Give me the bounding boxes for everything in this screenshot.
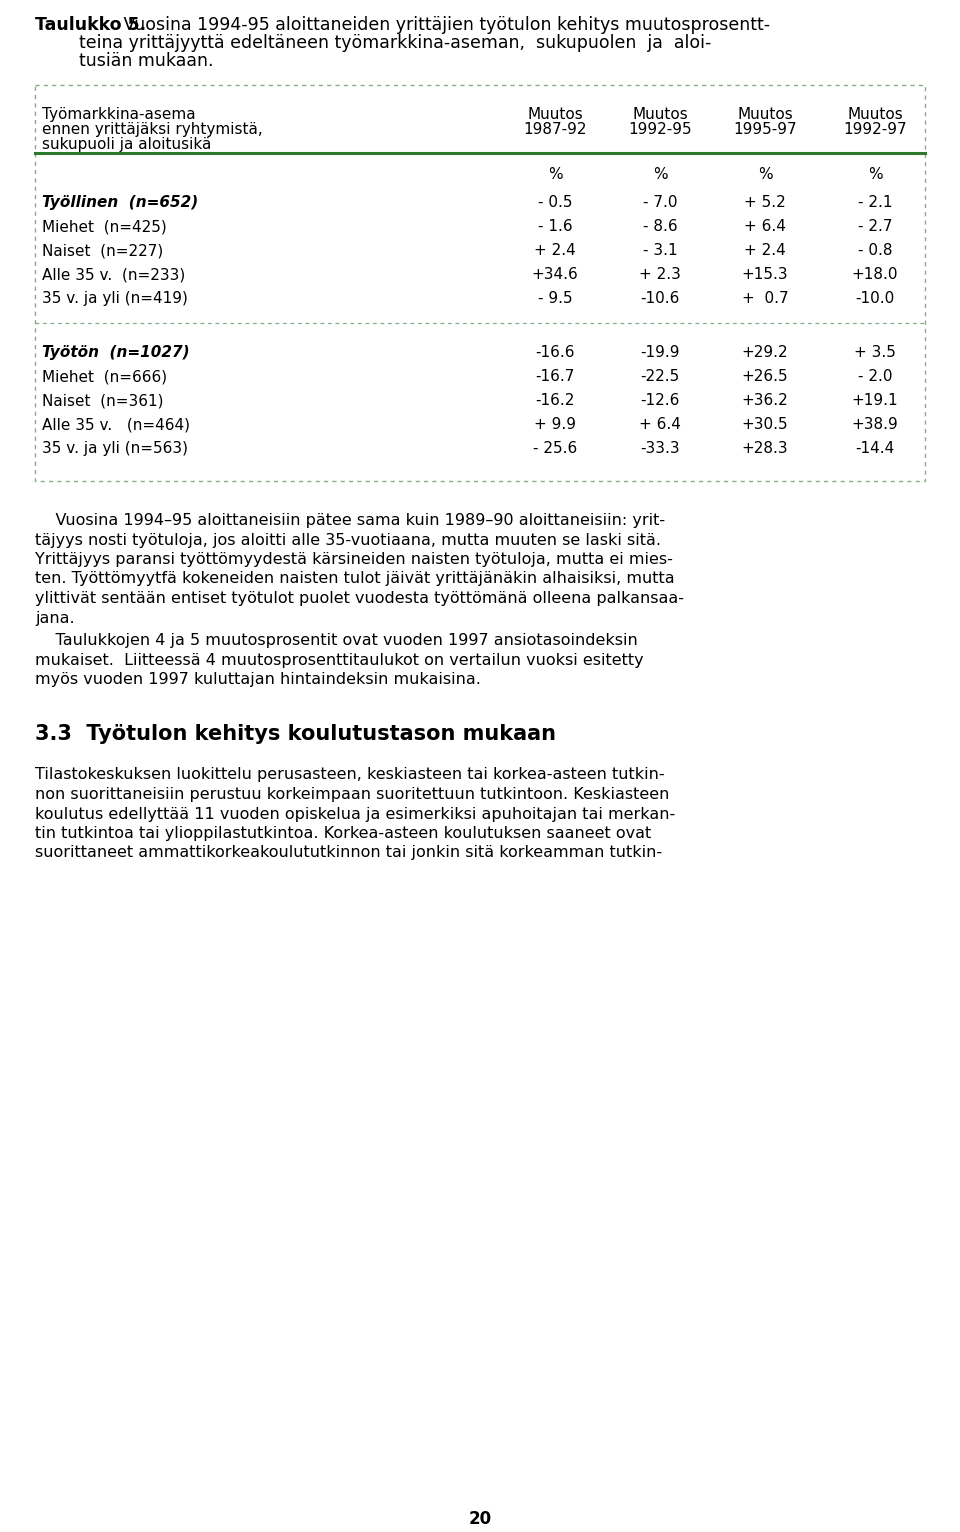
Text: - 7.0: - 7.0	[643, 195, 677, 210]
Text: + 9.9: + 9.9	[534, 417, 576, 432]
Text: Muutos: Muutos	[737, 107, 793, 123]
Text: Muutos: Muutos	[527, 107, 583, 123]
Text: jana.: jana.	[35, 610, 75, 625]
Text: Miehet  (n=666): Miehet (n=666)	[42, 369, 167, 385]
Text: 1987-92: 1987-92	[523, 123, 587, 136]
Text: +38.9: +38.9	[852, 417, 899, 432]
Text: Naiset  (n=361): Naiset (n=361)	[42, 394, 163, 408]
Text: tusiän mukaan.: tusiän mukaan.	[35, 52, 213, 70]
Text: sukupuoli ja aloitusikä: sukupuoli ja aloitusikä	[42, 136, 211, 152]
Text: Taulukkojen 4 ja 5 muutosprosentit ovat vuoden 1997 ansiotasoindeksin: Taulukkojen 4 ja 5 muutosprosentit ovat …	[35, 633, 637, 648]
Text: +19.1: +19.1	[852, 394, 899, 408]
Text: -16.2: -16.2	[536, 394, 575, 408]
Text: +29.2: +29.2	[742, 345, 788, 360]
Text: + 6.4: + 6.4	[639, 417, 681, 432]
Text: ennen yrittäjäksi ryhtymistä,: ennen yrittäjäksi ryhtymistä,	[42, 123, 263, 136]
Text: -12.6: -12.6	[640, 394, 680, 408]
Text: Yrittäjyys paransi työttömyydestä kärsineiden naisten työtuloja, mutta ei mies-: Yrittäjyys paransi työttömyydestä kärsin…	[35, 552, 673, 567]
Text: -19.9: -19.9	[640, 345, 680, 360]
Text: Muutos: Muutos	[847, 107, 902, 123]
Text: Tilastokeskuksen luokittelu perusasteen, keskiasteen tai korkea-asteen tutkin-: Tilastokeskuksen luokittelu perusasteen,…	[35, 768, 664, 783]
Text: 35 v. ja yli (n=419): 35 v. ja yli (n=419)	[42, 291, 188, 306]
Text: Vuosina 1994–95 aloittaneisiin pätee sama kuin 1989–90 aloittaneisiin: yrit-: Vuosina 1994–95 aloittaneisiin pätee sam…	[35, 513, 665, 529]
Text: 1992-95: 1992-95	[628, 123, 692, 136]
Text: +  0.7: + 0.7	[742, 291, 788, 306]
Text: -16.7: -16.7	[536, 369, 575, 385]
Text: -10.0: -10.0	[855, 291, 895, 306]
Text: Vuosina 1994-95 aloittaneiden yrittäjien työtulon kehitys muutosprosentt-: Vuosina 1994-95 aloittaneiden yrittäjien…	[118, 15, 770, 34]
Text: - 2.1: - 2.1	[857, 195, 892, 210]
Text: Työllinen  (n=652): Työllinen (n=652)	[42, 195, 199, 210]
Text: koulutus edellyttää 11 vuoden opiskelua ja esimerkiksi apuhoitajan tai merkan-: koulutus edellyttää 11 vuoden opiskelua …	[35, 806, 675, 821]
Text: Muutos: Muutos	[632, 107, 688, 123]
Text: suorittaneet ammattikorkeakoulututkinnon tai jonkin sitä korkeamman tutkin-: suorittaneet ammattikorkeakoulututkinnon…	[35, 846, 662, 861]
Text: Alle 35 v.  (n=233): Alle 35 v. (n=233)	[42, 267, 185, 282]
Text: +36.2: +36.2	[742, 394, 788, 408]
Text: Miehet  (n=425): Miehet (n=425)	[42, 219, 167, 234]
Text: +26.5: +26.5	[742, 369, 788, 385]
Text: -14.4: -14.4	[855, 441, 895, 457]
Text: +18.0: +18.0	[852, 267, 899, 282]
Text: ten. Työttömyytfä kokeneiden naisten tulot jäivät yrittäjänäkin alhaisiksi, mutt: ten. Työttömyytfä kokeneiden naisten tul…	[35, 571, 675, 587]
Text: tin tutkintoa tai ylioppilastutkintoa. Korkea-asteen koulutuksen saaneet ovat: tin tutkintoa tai ylioppilastutkintoa. K…	[35, 826, 651, 841]
Text: non suorittaneisiin perustuu korkeimpaan suoritettuun tutkintoon. Keskiasteen: non suorittaneisiin perustuu korkeimpaan…	[35, 787, 669, 801]
Text: - 9.5: - 9.5	[538, 291, 572, 306]
Text: - 8.6: - 8.6	[642, 219, 678, 234]
Text: mukaiset.  Liitteessä 4 muutosprosenttitaulukot on vertailun vuoksi esitetty: mukaiset. Liitteessä 4 muutosprosenttita…	[35, 653, 643, 668]
Text: teina yrittäjyyttä edeltäneen työmarkkina-aseman,  sukupuolen  ja  aloi-: teina yrittäjyyttä edeltäneen työmarkkin…	[35, 34, 711, 52]
Text: Taulukko 5.: Taulukko 5.	[35, 15, 146, 34]
Text: + 6.4: + 6.4	[744, 219, 786, 234]
Text: 1995-97: 1995-97	[733, 123, 797, 136]
Text: - 1.6: - 1.6	[538, 219, 572, 234]
Text: %: %	[653, 167, 667, 182]
Text: -22.5: -22.5	[640, 369, 680, 385]
Text: - 0.8: - 0.8	[857, 244, 892, 257]
Text: +28.3: +28.3	[742, 441, 788, 457]
Text: täjyys nosti työtuloja, jos aloitti alle 35-vuotiaana, mutta muuten se laski sit: täjyys nosti työtuloja, jos aloitti alle…	[35, 533, 661, 547]
Text: Työmarkkina-asema: Työmarkkina-asema	[42, 107, 196, 123]
Text: ylittivät sentään entiset työtulot puolet vuodesta työttömänä olleena palkansaa-: ylittivät sentään entiset työtulot puole…	[35, 591, 684, 607]
Text: - 2.0: - 2.0	[857, 369, 892, 385]
Text: Alle 35 v.   (n=464): Alle 35 v. (n=464)	[42, 417, 190, 432]
Text: -33.3: -33.3	[640, 441, 680, 457]
Text: + 2.4: + 2.4	[744, 244, 786, 257]
Text: 20: 20	[468, 1511, 492, 1527]
Text: - 3.1: - 3.1	[642, 244, 678, 257]
Text: + 5.2: + 5.2	[744, 195, 786, 210]
Text: Työtön  (n=1027): Työtön (n=1027)	[42, 345, 190, 360]
Text: + 2.3: + 2.3	[639, 267, 681, 282]
Text: + 3.5: + 3.5	[854, 345, 896, 360]
Text: 3.3  Työtulon kehitys koulutustason mukaan: 3.3 Työtulon kehitys koulutustason mukaa…	[35, 723, 556, 743]
Text: - 25.6: - 25.6	[533, 441, 577, 457]
Text: %: %	[868, 167, 882, 182]
Text: -10.6: -10.6	[640, 291, 680, 306]
Text: + 2.4: + 2.4	[534, 244, 576, 257]
Text: myös vuoden 1997 kuluttajan hintaindeksin mukaisina.: myös vuoden 1997 kuluttajan hintaindeksi…	[35, 673, 481, 686]
Text: Naiset  (n=227): Naiset (n=227)	[42, 244, 163, 257]
Text: +34.6: +34.6	[532, 267, 578, 282]
Text: %: %	[548, 167, 563, 182]
Text: %: %	[757, 167, 772, 182]
Text: 35 v. ja yli (n=563): 35 v. ja yli (n=563)	[42, 441, 188, 457]
Text: - 0.5: - 0.5	[538, 195, 572, 210]
Text: +30.5: +30.5	[742, 417, 788, 432]
Text: +15.3: +15.3	[742, 267, 788, 282]
Text: - 2.7: - 2.7	[857, 219, 892, 234]
Text: 1992-97: 1992-97	[843, 123, 907, 136]
Text: -16.6: -16.6	[536, 345, 575, 360]
